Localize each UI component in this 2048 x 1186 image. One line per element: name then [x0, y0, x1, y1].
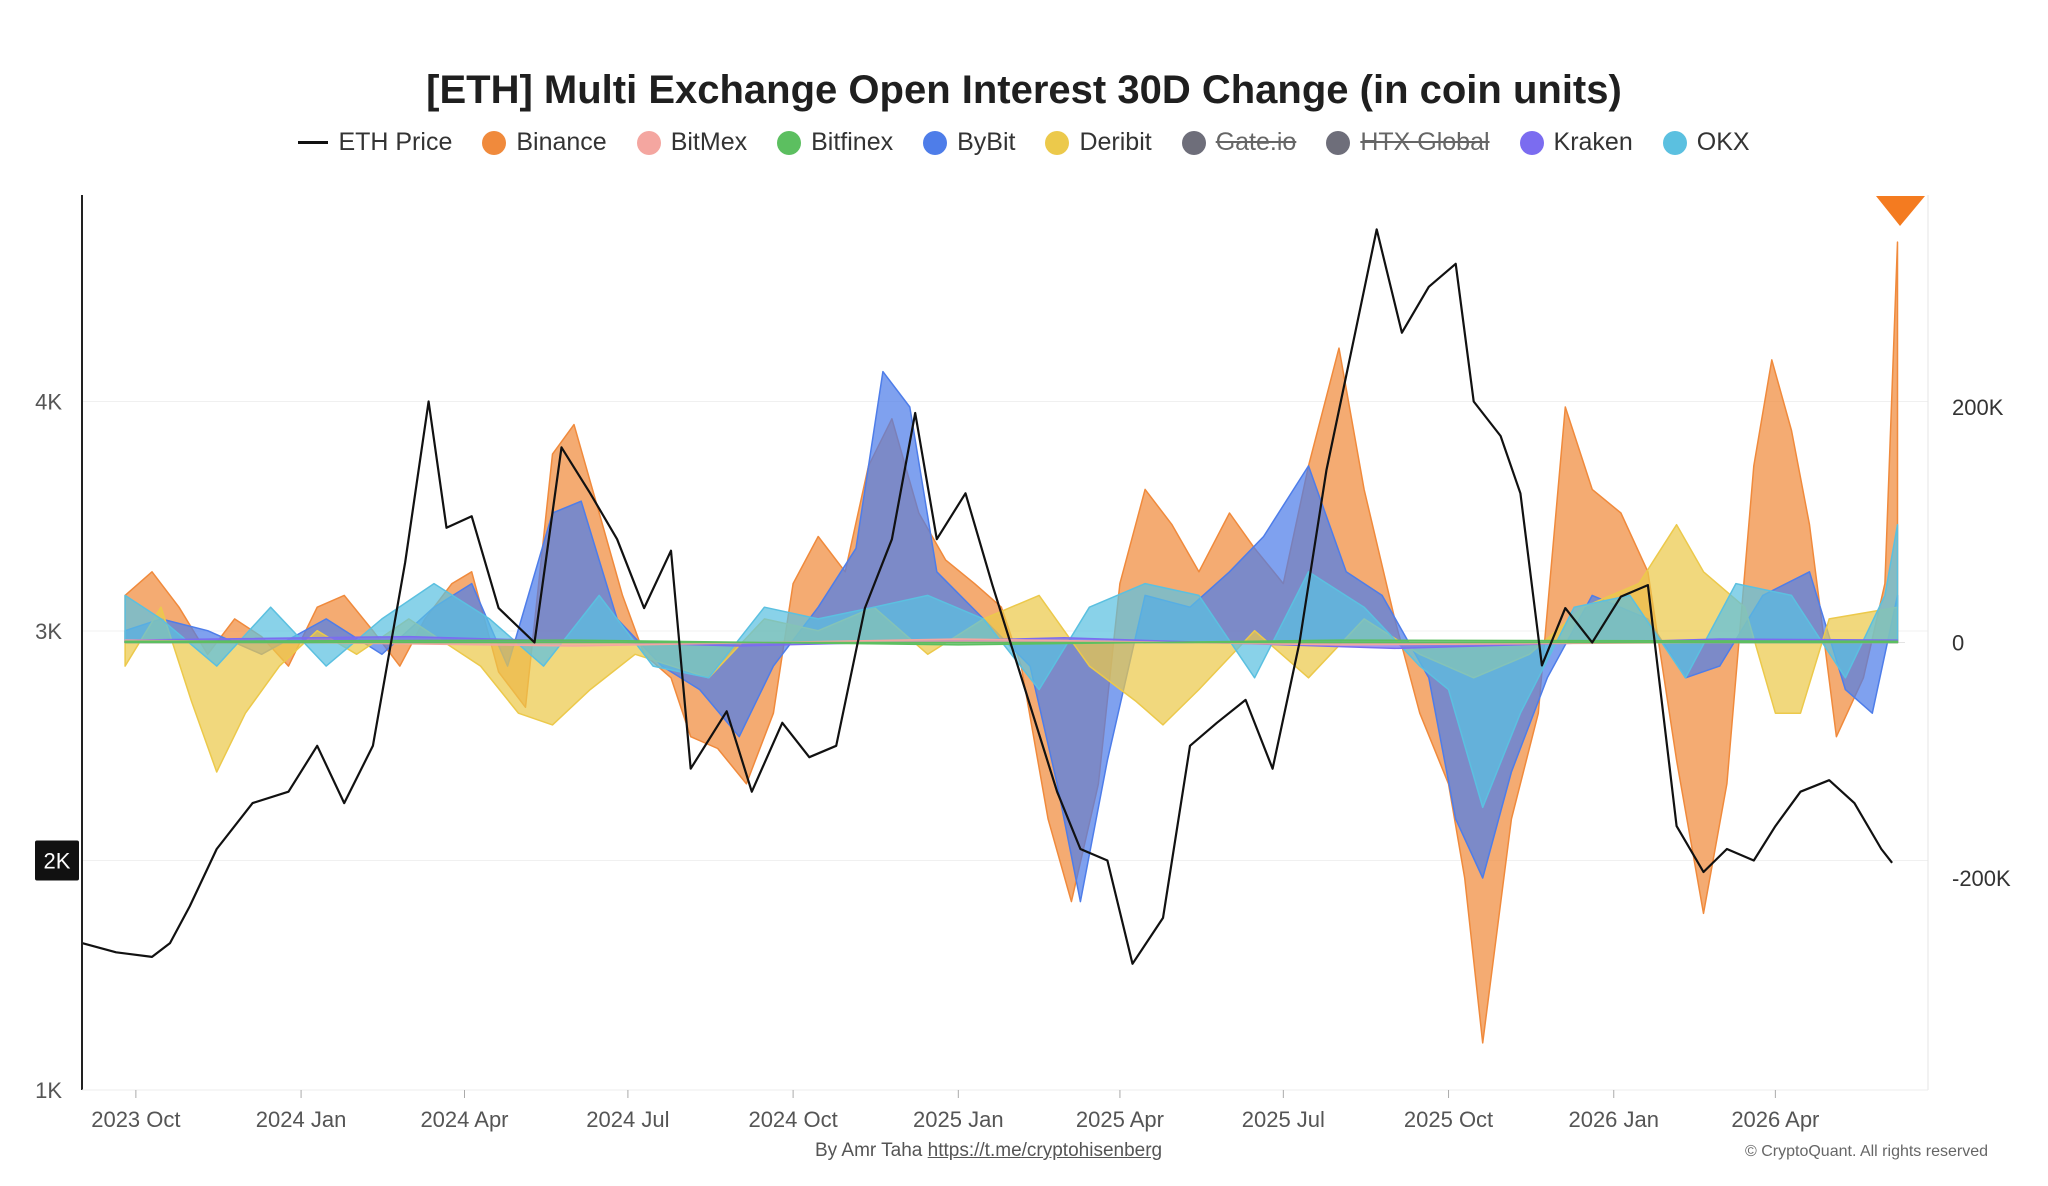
legend-dot-icon [1181, 130, 1206, 155]
x-tick-label: 2024 Jan [256, 1107, 347, 1132]
eth-price-line [81, 228, 1893, 965]
legend-label: ByBit [957, 128, 1016, 156]
legend-item-binance[interactable]: Binance [482, 128, 607, 157]
legend-item-eth-price[interactable]: ETH Price [298, 128, 452, 157]
legend-dot-icon [482, 130, 507, 155]
chart-title: [ETH] Multi Exchange Open Interest 30D C… [426, 68, 1622, 112]
footer-author-prefix: By Amr Taha [815, 1140, 923, 1161]
legend-label: Deribit [1079, 128, 1152, 156]
copyright: © CryptoQuant. All rights reserved [1745, 1143, 1988, 1160]
price-layer [81, 228, 1893, 965]
legend-label: Kraken [1553, 128, 1633, 156]
x-tick-label: 2025 Jul [1242, 1107, 1325, 1132]
legend-label: Bitfinex [811, 128, 894, 156]
footer-author: By Amr Taha https://t.me/cryptohisenberg [815, 1140, 1162, 1162]
grid-lines [82, 401, 1928, 1091]
legend-item-bybit[interactable]: ByBit [923, 128, 1015, 157]
x-tick-label: 2023 Oct [91, 1107, 180, 1132]
legend-dot-icon [1045, 130, 1070, 155]
axes: 1K 2K 3K 4K -200K 0 200K 2023 Oct 2024 Jan 2024 A… [35, 195, 2011, 1132]
legend-dot-icon [636, 130, 661, 155]
legend-label: ETH Price [338, 128, 453, 156]
legend-item-okx[interactable]: OKX [1662, 128, 1750, 157]
legend-item-kraken[interactable]: Kraken [1519, 128, 1633, 157]
legend-item-bitmex[interactable]: BitMex [636, 128, 748, 157]
area-deribit [124, 523, 1899, 773]
legend-item-bitfinex[interactable]: Bitfinex [777, 128, 893, 157]
latest-marker [1876, 196, 1925, 226]
legend-label: HTX Global [1360, 128, 1490, 156]
legend-item-htx-global[interactable]: HTX Global [1326, 128, 1490, 157]
legend-item-gate-io[interactable]: Gate.io [1181, 128, 1297, 157]
legend-dot-icon [1326, 130, 1351, 155]
legend-label: OKX [1696, 128, 1750, 156]
y-tick-right: 200K [1952, 395, 2004, 420]
author-link[interactable]: https://t.me/cryptohisenberg [927, 1140, 1163, 1161]
x-tick-label: 2024 Apr [420, 1107, 508, 1132]
y-tick-left: 3K [35, 619, 62, 644]
x-tick-label: 2025 Oct [1404, 1107, 1493, 1132]
y-tick-right: -200K [1952, 866, 2011, 891]
y-tick-left: 1K [35, 1078, 62, 1103]
x-tick-label: 2026 Jan [1568, 1107, 1659, 1132]
x-tick-label: 2024 Jul [586, 1107, 669, 1132]
x-tick-label: 2025 Jan [913, 1107, 1004, 1132]
legend-dot-icon [923, 130, 948, 155]
x-tick-label: 2026 Apr [1731, 1107, 1819, 1132]
x-tick-label: 2024 Oct [748, 1107, 837, 1132]
legend-label: BitMex [670, 128, 748, 156]
legend-line-icon [298, 141, 329, 144]
y-tick-right: 0 [1952, 631, 1964, 656]
legend-dot-icon [1519, 130, 1544, 155]
y-tick-left: 4K [35, 390, 62, 415]
legend-label: Gate.io [1215, 128, 1297, 156]
area-okx [124, 523, 1899, 809]
legend: ETH Price Binance BitMex Bitfinex ByBit Derib… [0, 128, 2048, 157]
y-tick-highlight [35, 840, 79, 881]
legend-label: Binance [516, 128, 607, 156]
x-tick-label: 2025 Apr [1076, 1107, 1164, 1132]
legend-dot-icon [1662, 130, 1687, 155]
y-tick-left: 2K [44, 849, 71, 874]
legend-item-deribit[interactable]: Deribit [1045, 128, 1152, 157]
legend-dot-icon [777, 130, 802, 155]
